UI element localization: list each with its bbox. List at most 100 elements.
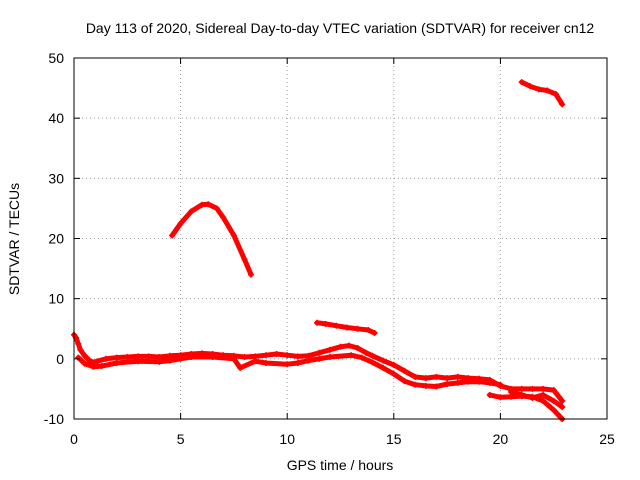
data-point bbox=[316, 349, 323, 356]
data-point bbox=[412, 373, 419, 380]
data-point bbox=[550, 406, 557, 413]
data-point bbox=[343, 324, 350, 331]
series-main-trace-lower bbox=[75, 352, 504, 390]
data-point bbox=[559, 101, 566, 108]
data-point bbox=[401, 367, 408, 374]
data-point bbox=[305, 357, 312, 364]
axis-ticks bbox=[73, 57, 608, 420]
data-point bbox=[252, 358, 259, 365]
data-point bbox=[75, 340, 82, 347]
data-point bbox=[247, 271, 254, 278]
y-axis-label: SDTVAR / TECUs bbox=[6, 183, 22, 295]
series-main-trace-upper bbox=[71, 331, 566, 404]
x-tick-label: 15 bbox=[386, 431, 402, 447]
chart-title: Day 113 of 2020, Sidereal Day-to-day VTE… bbox=[86, 20, 595, 36]
x-tick-label: 5 bbox=[177, 431, 185, 447]
data-series bbox=[71, 79, 566, 422]
data-point bbox=[209, 354, 216, 361]
data-point bbox=[550, 387, 557, 394]
data-point bbox=[326, 354, 333, 361]
data-point bbox=[535, 86, 542, 93]
data-point bbox=[380, 357, 387, 364]
data-point bbox=[220, 214, 227, 221]
data-point bbox=[527, 83, 534, 90]
y-tick-label: -10 bbox=[44, 411, 64, 427]
y-tick-label: 20 bbox=[48, 231, 64, 247]
data-point bbox=[113, 360, 120, 367]
data-point bbox=[75, 354, 82, 361]
y-tick-label: 30 bbox=[48, 170, 64, 186]
data-point bbox=[497, 381, 504, 388]
data-point bbox=[550, 397, 557, 404]
x-tick-label: 20 bbox=[493, 431, 509, 447]
data-point bbox=[230, 232, 237, 239]
data-point bbox=[518, 385, 525, 392]
data-point bbox=[476, 378, 483, 385]
axis-tick-labels: 0 5 10 15 20 25 -10 0 10 20 30 40 50 bbox=[44, 50, 615, 447]
x-axis-label: GPS time / hours bbox=[287, 457, 394, 473]
series-hump-trace bbox=[169, 201, 254, 278]
data-point bbox=[166, 357, 173, 364]
x-tick-label: 0 bbox=[70, 431, 78, 447]
data-point bbox=[333, 322, 340, 329]
data-point bbox=[198, 201, 205, 208]
data-point bbox=[412, 381, 419, 388]
data-point bbox=[540, 385, 547, 392]
data-point bbox=[433, 383, 440, 390]
data-point bbox=[230, 355, 237, 362]
data-point bbox=[465, 378, 472, 385]
data-point bbox=[284, 352, 291, 359]
data-point bbox=[213, 205, 220, 212]
data-point bbox=[314, 319, 321, 326]
data-point bbox=[348, 352, 355, 359]
data-point bbox=[326, 346, 333, 353]
data-point bbox=[322, 320, 329, 327]
data-point bbox=[559, 397, 566, 404]
data-point bbox=[188, 354, 195, 361]
data-point bbox=[454, 379, 461, 386]
data-point bbox=[294, 353, 301, 360]
data-point bbox=[371, 329, 378, 336]
data-point bbox=[365, 326, 372, 333]
data-point bbox=[422, 375, 429, 382]
data-point bbox=[169, 232, 176, 239]
y-tick-label: 0 bbox=[56, 351, 64, 367]
data-point bbox=[508, 388, 515, 395]
data-point bbox=[354, 345, 361, 352]
data-point bbox=[262, 352, 269, 359]
y-tick-label: 10 bbox=[48, 291, 64, 307]
data-point bbox=[540, 397, 547, 404]
data-point bbox=[346, 342, 353, 349]
data-point bbox=[422, 382, 429, 389]
data-point bbox=[124, 354, 131, 361]
data-point bbox=[177, 220, 184, 227]
data-point bbox=[188, 208, 195, 215]
data-point bbox=[380, 364, 387, 371]
data-point bbox=[363, 349, 370, 356]
data-point bbox=[241, 354, 248, 361]
data-point bbox=[90, 363, 97, 370]
data-point bbox=[273, 351, 280, 358]
data-point bbox=[518, 391, 525, 398]
data-point bbox=[529, 385, 536, 392]
data-point bbox=[94, 358, 101, 365]
y-tick-label: 50 bbox=[48, 50, 64, 66]
data-point bbox=[486, 379, 493, 386]
data-point bbox=[369, 352, 376, 359]
data-point bbox=[156, 358, 163, 365]
data-point bbox=[102, 355, 109, 362]
data-point bbox=[113, 354, 120, 361]
x-tick-label: 25 bbox=[599, 431, 615, 447]
series-high-trace bbox=[518, 79, 566, 108]
data-point bbox=[262, 360, 269, 367]
data-point bbox=[444, 375, 451, 382]
data-point bbox=[294, 360, 301, 367]
data-point bbox=[134, 358, 141, 365]
series-line bbox=[169, 201, 254, 278]
data-point bbox=[81, 352, 88, 359]
data-point bbox=[401, 378, 408, 385]
data-point bbox=[284, 361, 291, 368]
series-mid-step-trace bbox=[314, 319, 378, 336]
data-point bbox=[337, 343, 344, 350]
